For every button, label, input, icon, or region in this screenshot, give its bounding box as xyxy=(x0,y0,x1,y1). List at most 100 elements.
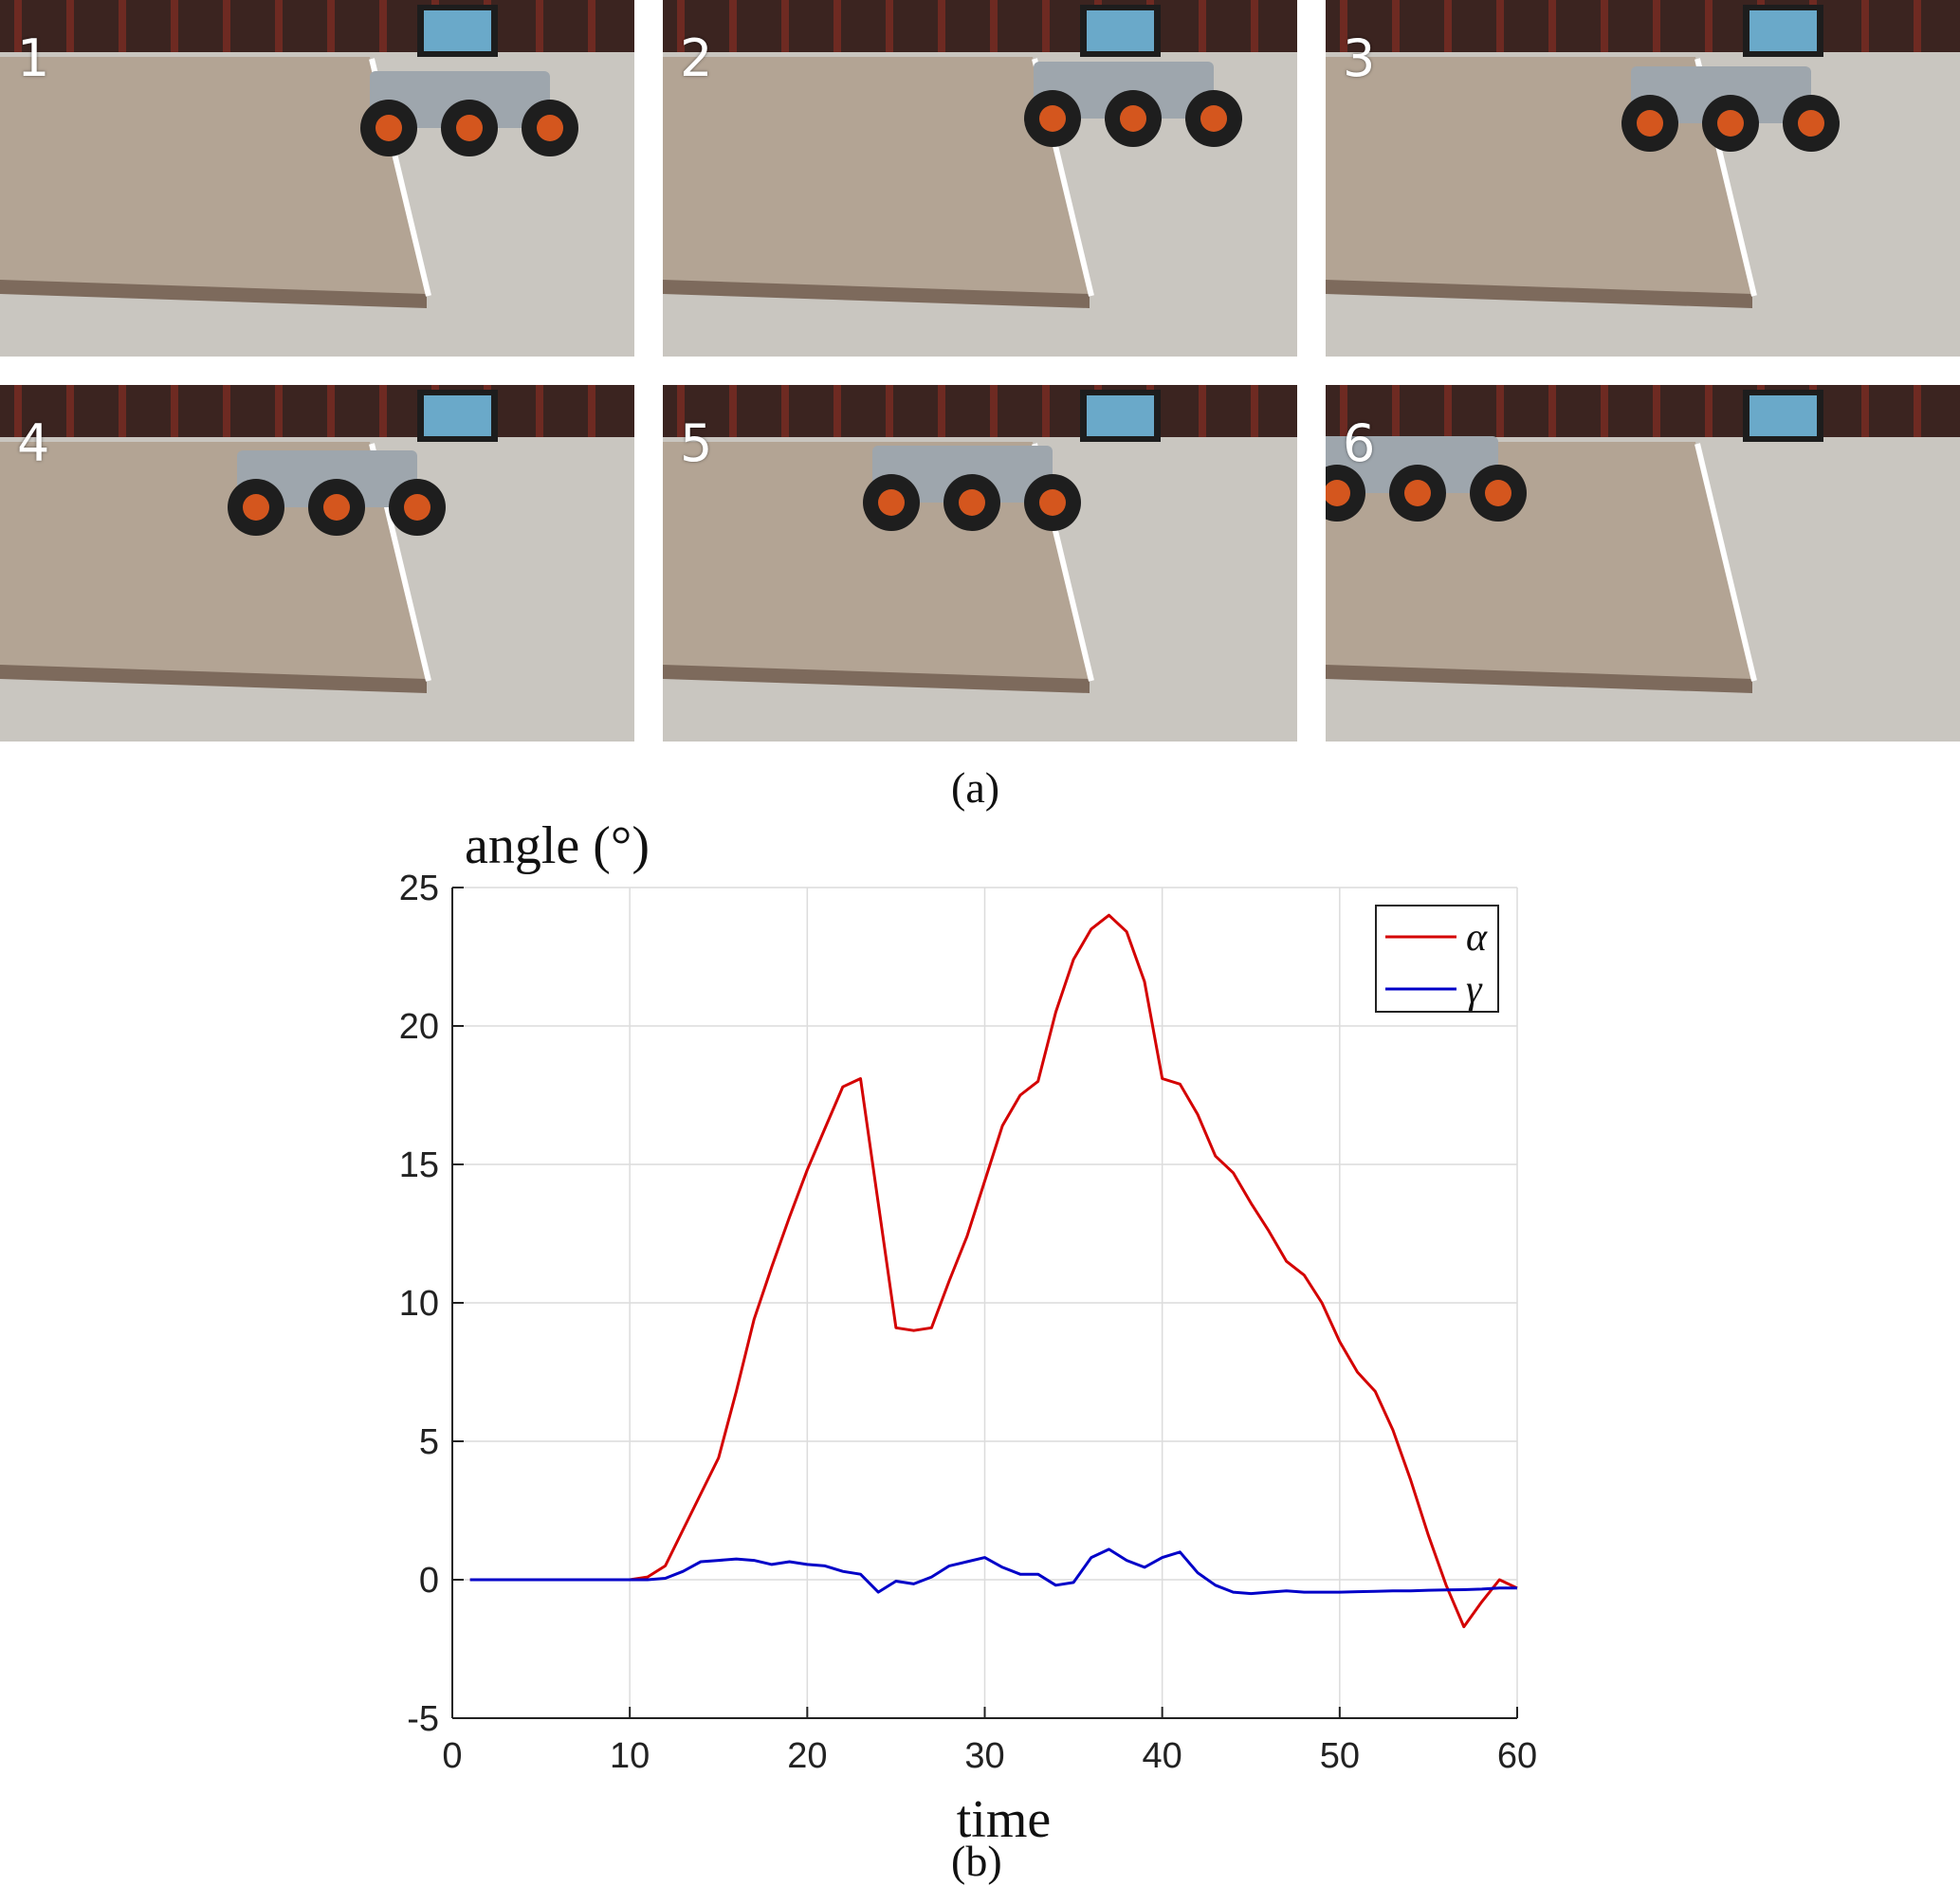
photo-number: 1 xyxy=(17,28,49,88)
shelf-post xyxy=(781,0,789,52)
x-tick-label: 0 xyxy=(442,1736,462,1776)
shelf-post xyxy=(1548,385,1556,437)
shelf-post xyxy=(1444,0,1452,52)
wheel-hub xyxy=(1404,480,1431,506)
shelf-post xyxy=(1601,385,1608,437)
shelf-post xyxy=(1653,0,1660,52)
shelf-post xyxy=(66,385,74,437)
laptop-display xyxy=(424,395,491,436)
robot-scene-photo xyxy=(1326,385,1960,742)
shelf-post xyxy=(990,0,998,52)
shelf-post xyxy=(171,385,178,437)
series-line-gamma xyxy=(470,1549,1517,1594)
photo-frame: 6 xyxy=(1326,385,1960,742)
shelf-post xyxy=(938,0,945,52)
wheel-hub xyxy=(1200,105,1227,132)
shelf-post xyxy=(1392,385,1400,437)
wheel-hub xyxy=(404,494,430,521)
wheel-hub xyxy=(537,115,563,141)
shelf-post xyxy=(990,385,998,437)
y-tick-label: -5 xyxy=(407,1699,439,1739)
laptop-display xyxy=(1749,10,1817,51)
robot-scene-photo xyxy=(1326,0,1960,357)
photo-frame: 2 xyxy=(663,0,1297,357)
laptop-display xyxy=(424,10,491,51)
photo-frame: 5 xyxy=(663,385,1297,742)
shelf-post xyxy=(275,385,283,437)
shelf-post xyxy=(1392,0,1400,52)
caption-b: (b) xyxy=(951,1836,1002,1886)
shelf-post xyxy=(1861,385,1869,437)
legend-label: γ xyxy=(1466,968,1483,1012)
laptop-display xyxy=(1087,10,1154,51)
photo-number: 3 xyxy=(1343,28,1375,88)
robot-scene-photo xyxy=(0,385,634,742)
wheel-hub xyxy=(878,489,905,516)
y-tick-label: 15 xyxy=(399,1145,439,1185)
shelf-post xyxy=(119,0,126,52)
photo-frame: 1 xyxy=(0,0,634,357)
shelf-post xyxy=(1042,0,1050,52)
wheel-hub xyxy=(1717,110,1744,137)
shelf-post xyxy=(1548,0,1556,52)
shelf-post xyxy=(938,385,945,437)
laptop-display xyxy=(1749,395,1817,436)
wheel-hub xyxy=(1039,105,1066,132)
laptop-display xyxy=(1087,395,1154,436)
wheel-hub xyxy=(243,494,269,521)
legend-label: α xyxy=(1466,916,1488,960)
y-tick-label: 10 xyxy=(399,1284,439,1324)
wheel-hub xyxy=(1120,105,1146,132)
shelf-post xyxy=(379,0,387,52)
shelf-post xyxy=(781,385,789,437)
shelf-post xyxy=(1251,0,1258,52)
y-tick-label: 5 xyxy=(419,1422,439,1462)
shelf-post xyxy=(223,385,230,437)
shelf-post xyxy=(1861,0,1869,52)
photo-number: 2 xyxy=(680,28,712,88)
shelf-post xyxy=(223,0,230,52)
photo-frame: 3 xyxy=(1326,0,1960,357)
wheel-hub xyxy=(1637,110,1663,137)
shelf-post xyxy=(275,0,283,52)
y-tick-label: 0 xyxy=(419,1561,439,1601)
photo-number: 4 xyxy=(17,413,49,473)
wheel-hub xyxy=(1798,110,1824,137)
x-tick-label: 30 xyxy=(964,1736,1004,1776)
shelf-post xyxy=(886,385,893,437)
x-tick-label: 20 xyxy=(787,1736,827,1776)
x-tick-label: 60 xyxy=(1497,1736,1537,1776)
shelf-post xyxy=(1914,385,1921,437)
robot-scene-photo xyxy=(663,0,1297,357)
shelf-post xyxy=(66,0,74,52)
wheel-hub xyxy=(323,494,350,521)
shelf-post xyxy=(729,385,737,437)
shelf-post xyxy=(327,0,335,52)
shelf-post xyxy=(1199,385,1206,437)
photo-grid: 1 2 3 4 5 6 xyxy=(0,0,1960,744)
shelf-post xyxy=(886,0,893,52)
wheel-hub xyxy=(456,115,483,141)
photo-number: 6 xyxy=(1343,413,1375,473)
series-line-alpha xyxy=(470,915,1517,1626)
shelf-post xyxy=(119,385,126,437)
shelf-post xyxy=(536,385,543,437)
shelf-post xyxy=(1705,385,1713,437)
shelf-post xyxy=(588,385,595,437)
wheel-hub xyxy=(1485,480,1511,506)
shelf-post xyxy=(1914,0,1921,52)
shelf-post xyxy=(588,0,595,52)
shelf-post xyxy=(536,0,543,52)
shelf-post xyxy=(1199,0,1206,52)
x-tick-label: 50 xyxy=(1320,1736,1360,1776)
shelf-post xyxy=(1496,385,1504,437)
shelf-post xyxy=(1653,385,1660,437)
shelf-post xyxy=(327,385,335,437)
x-tick-label: 40 xyxy=(1143,1736,1182,1776)
photo-number: 5 xyxy=(680,413,712,473)
shelf-post xyxy=(833,385,841,437)
y-tick-label: 25 xyxy=(399,869,439,908)
shelf-post xyxy=(1444,385,1452,437)
shelf-post xyxy=(1042,385,1050,437)
